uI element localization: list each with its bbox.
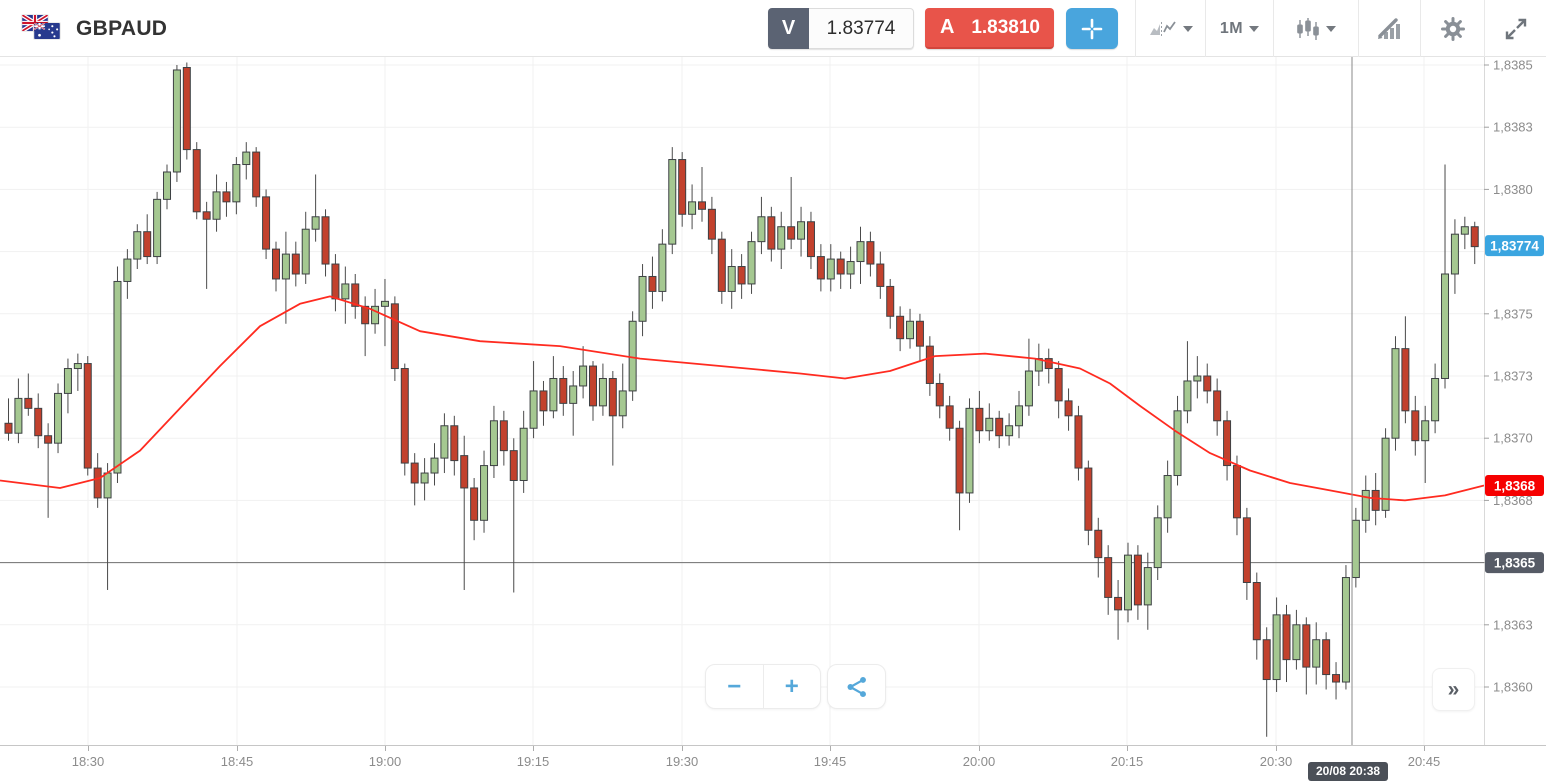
separator	[1484, 0, 1485, 57]
separator	[1135, 0, 1136, 57]
svg-text:1,8385: 1,8385	[1493, 58, 1533, 73]
sell-button[interactable]: V 1.83774	[768, 8, 914, 49]
svg-text:1,8368: 1,8368	[1493, 493, 1533, 508]
price-chart[interactable]: 1,83851,83831,83801,83751,83731,83701,83…	[0, 57, 1546, 745]
zoom-controls: − +	[705, 664, 821, 709]
chevron-down-icon	[1249, 25, 1260, 32]
time-label: 20:45	[1407, 754, 1441, 769]
buy-label: A	[940, 16, 955, 38]
time-label: 20:00	[962, 754, 996, 769]
chevron-down-icon	[1182, 25, 1193, 32]
separator	[1358, 0, 1359, 57]
sell-price: 1.83774	[809, 8, 914, 49]
time-tick	[533, 746, 534, 751]
time-tick	[237, 746, 238, 751]
settings-button[interactable]	[1421, 0, 1484, 57]
sell-label: V	[768, 8, 809, 49]
svg-text:1,8368: 1,8368	[1494, 478, 1536, 493]
price-axis: 1,8385 1,8383 1,8380 1,8375 1,8373 1,8370 1,83…	[1484, 57, 1533, 745]
top-bar: GBPAUD V 1.83774 A 1.83810	[0, 0, 1546, 57]
chart-style-icon	[1149, 20, 1176, 36]
svg-text:1,8375: 1,8375	[1493, 306, 1533, 321]
series-type-button[interactable]	[1274, 0, 1358, 57]
time-tick	[1424, 746, 1425, 751]
time-label: 18:30	[71, 754, 105, 769]
svg-text:1,8383: 1,8383	[1493, 120, 1533, 135]
timeframe-label: 1M	[1219, 19, 1244, 37]
svg-text:1,8363: 1,8363	[1493, 617, 1533, 632]
svg-text:1,8380: 1,8380	[1493, 182, 1533, 197]
gridlines	[0, 57, 1484, 745]
fullscreen-icon	[1505, 18, 1526, 39]
drawing-tools-button[interactable]	[1359, 0, 1420, 57]
chevron-down-icon	[1326, 25, 1336, 32]
crosshair-time-badge: 20/08 20:38	[1308, 762, 1389, 781]
symbol-title: GBPAUD	[76, 17, 168, 40]
share-button[interactable]	[827, 664, 886, 709]
time-label: 19:00	[368, 754, 402, 769]
crosshair-tool-button[interactable]	[1066, 8, 1118, 49]
australia-flag-icon	[34, 23, 60, 39]
gear-icon	[1440, 16, 1465, 41]
chart-area: 1,8385 1,8383 1,8380 1,8375 1,8373 1,8370 1,83…	[0, 57, 1546, 745]
time-tick	[1127, 746, 1128, 751]
time-tick	[1276, 746, 1277, 751]
timeframe-button[interactable]: 1M	[1206, 0, 1273, 57]
chart-style-button[interactable]	[1136, 0, 1205, 57]
svg-text:1,8360: 1,8360	[1493, 680, 1533, 695]
zoom-out-button[interactable]: −	[727, 672, 742, 700]
separator	[762, 665, 764, 708]
time-tick	[830, 746, 831, 751]
buy-price: 1.83810	[971, 16, 1040, 38]
drawing-tools-icon	[1377, 17, 1400, 39]
svg-text:1,8370: 1,8370	[1493, 431, 1533, 446]
buy-button[interactable]: A 1.83810	[925, 8, 1054, 49]
time-label: 19:15	[516, 754, 550, 769]
price-badges: 1,83774 1,8368 1,8365	[1485, 235, 1544, 574]
time-tick	[682, 746, 683, 751]
time-label: 19:30	[665, 754, 699, 769]
separator	[1205, 0, 1206, 57]
time-tick	[979, 746, 980, 751]
time-label: 20:30	[1259, 754, 1293, 769]
fullscreen-button[interactable]	[1485, 0, 1546, 57]
time-tick	[88, 746, 89, 751]
separator	[1420, 0, 1421, 57]
zoom-in-button[interactable]: +	[784, 672, 799, 700]
candlestick-icon	[1297, 17, 1319, 40]
svg-text:1,83774: 1,83774	[1490, 238, 1539, 253]
separator	[1273, 0, 1274, 57]
time-label: 18:45	[220, 754, 254, 769]
candles-layer	[4, 62, 1479, 737]
svg-text:1,8373: 1,8373	[1493, 369, 1533, 384]
crosshair-icon	[1081, 18, 1103, 39]
time-axis: 20/08 20:38 18:30 18:45 19:00 19:15 19:30 19:…	[0, 745, 1546, 781]
svg-text:1,8365: 1,8365	[1494, 555, 1536, 570]
ma-line	[0, 295, 1485, 502]
time-label: 20:15	[1110, 754, 1144, 769]
time-tick	[385, 746, 386, 751]
time-label: 19:45	[813, 754, 847, 769]
collapse-panel-button[interactable]: »	[1432, 668, 1475, 711]
share-icon	[847, 676, 866, 697]
